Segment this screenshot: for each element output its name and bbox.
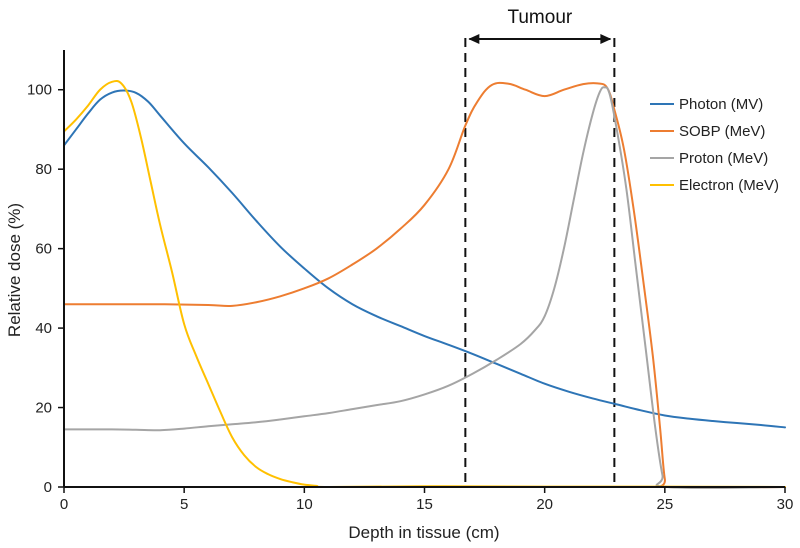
tumour-arrowhead-left <box>468 34 480 44</box>
y-tick-label: 80 <box>35 161 52 178</box>
y-tick-label: 20 <box>35 400 52 417</box>
y-axis-title: Relative dose (%) <box>5 203 24 337</box>
y-tick-label: 60 <box>35 241 52 258</box>
legend-label-3: Proton (MeV) <box>679 150 768 167</box>
x-tick-label: 30 <box>777 496 794 513</box>
tumour-annotation: Tumour <box>464 7 616 487</box>
x-tick-label: 5 <box>180 496 188 513</box>
y-tick-labels: 0 20 40 60 80 100 <box>27 82 64 496</box>
series-line-4 <box>63 79 786 489</box>
y-tick-label: 100 <box>27 82 52 99</box>
x-tick-label: 25 <box>656 496 673 513</box>
series-line-3 <box>63 86 786 489</box>
x-tick-label: 0 <box>60 496 68 513</box>
series-lines <box>63 79 786 489</box>
x-tick-label: 10 <box>296 496 313 513</box>
tumour-label: Tumour <box>507 7 572 28</box>
legend-label-2: SOBP (MeV) <box>679 123 765 140</box>
x-tick-labels: 0 5 10 15 20 25 30 <box>60 487 794 513</box>
y-tick-label: 0 <box>44 479 52 496</box>
series-line-1 <box>63 89 786 429</box>
y-tick-label: 40 <box>35 320 52 337</box>
legend: Photon (MV) SOBP (MeV) Proton (MeV) Electro… <box>650 96 779 194</box>
x-tick-label: 15 <box>416 496 433 513</box>
x-tick-label: 20 <box>536 496 553 513</box>
x-axis-title: Depth in tissue (cm) <box>348 523 499 542</box>
legend-label-1: Photon (MV) <box>679 96 763 113</box>
legend-label-4: Electron (MeV) <box>679 177 779 194</box>
tumour-arrowhead-right <box>600 34 612 44</box>
series-line-2 <box>63 81 786 489</box>
